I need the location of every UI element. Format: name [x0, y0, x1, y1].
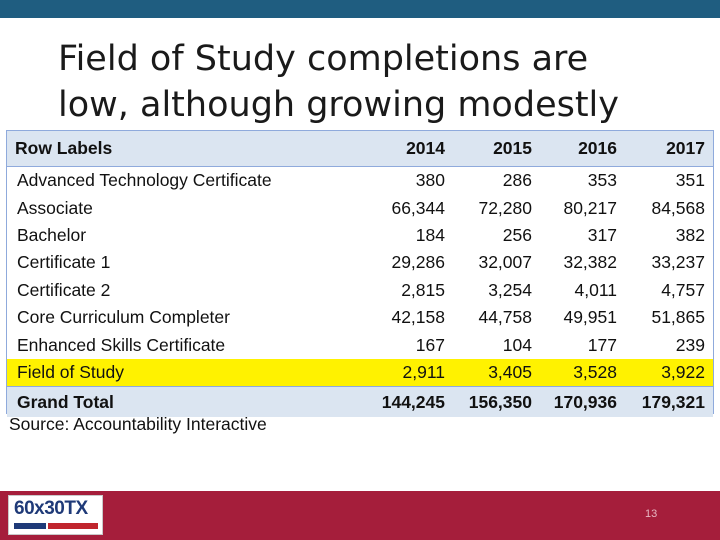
table-cell: 184	[415, 224, 445, 245]
row-label: Core Curriculum Completer	[17, 307, 230, 328]
table-row: Core Curriculum Completer 42,158 44,758 …	[7, 304, 713, 331]
table-cell: 32,382	[563, 252, 617, 273]
logo-stripe-red	[48, 523, 98, 529]
table-row: Certificate 2 2,815 3,254 4,011 4,757	[7, 277, 713, 304]
column-header: 2016	[540, 131, 625, 167]
table-cell: 167	[415, 334, 445, 355]
table-cell: 84,568	[651, 197, 705, 218]
table-cell: 3,405	[453, 358, 540, 387]
table-cell: 32,007	[478, 252, 532, 273]
table-cell: 3,254	[488, 279, 532, 300]
table-cell: 256	[502, 224, 532, 245]
column-header: 2014	[363, 131, 453, 167]
table-cell: 351	[675, 170, 705, 191]
table-cell: 66,344	[391, 197, 445, 218]
column-header: 2017	[625, 131, 713, 167]
table-cell: 380	[415, 170, 445, 191]
table-cell: 29,286	[391, 252, 445, 273]
footer-bar	[0, 491, 720, 540]
table-cell: 2,815	[401, 279, 445, 300]
table-cell: 317	[587, 224, 617, 245]
row-label: Certificate 2	[17, 279, 111, 300]
table-cell: 72,280	[478, 197, 532, 218]
table-row: Bachelor 184 256 317 382	[7, 222, 713, 249]
row-label: Advanced Technology Certificate	[17, 170, 272, 191]
source-note: Source: Accountability Interactive	[9, 414, 267, 434]
table-row: Advanced Technology Certificate 380 286 …	[7, 167, 713, 195]
table-cell: 3,528	[540, 358, 625, 387]
table-cell: 2,911	[363, 358, 453, 387]
table-cell: 33,237	[651, 252, 705, 273]
slide-title: Field of Study completions are low, alth…	[58, 36, 698, 128]
table-cell: 42,158	[391, 307, 445, 328]
top-accent-bar	[0, 0, 720, 18]
column-header: 2015	[453, 131, 540, 167]
table-row: Enhanced Skills Certificate 167 104 177 …	[7, 331, 713, 358]
column-header: Row Labels	[7, 131, 363, 167]
table-cell: 4,757	[661, 279, 705, 300]
table-cell: 80,217	[563, 197, 617, 218]
table-cell: 170,936	[540, 386, 625, 418]
row-label: Grand Total	[7, 386, 363, 418]
row-label: Certificate 1	[17, 252, 111, 273]
table-header-row: Row Labels 2014 2015 2016 2017	[7, 131, 713, 167]
table-cell: 144,245	[363, 386, 453, 418]
page-number: 13	[645, 508, 658, 520]
row-label: Associate	[17, 197, 93, 218]
logo-stripe-blue	[14, 523, 46, 529]
table-cell: 49,951	[563, 307, 617, 328]
logo-text: 60x30TX	[14, 498, 88, 519]
table-cell: 353	[587, 170, 617, 191]
table-cell: 3,922	[625, 358, 713, 387]
table-cell: 239	[675, 334, 705, 355]
table-row-highlighted: Field of Study 2,911 3,405 3,528 3,922	[7, 358, 713, 387]
slide-title-line-1: Field of Study completions are	[58, 39, 589, 79]
pivot-table: Row Labels 2014 2015 2016 2017 Advanced …	[6, 130, 714, 418]
table-row: Associate 66,344 72,280 80,217 84,568	[7, 194, 713, 221]
table-cell: 44,758	[478, 307, 532, 328]
table-cell: 4,011	[574, 279, 618, 300]
table-cell: 156,350	[453, 386, 540, 418]
table-cell: 179,321	[625, 386, 713, 418]
table-cell: 286	[502, 170, 532, 191]
table-row: Certificate 1 29,286 32,007 32,382 33,23…	[7, 249, 713, 276]
slide-title-line-2: low, although growing modestly	[58, 85, 619, 125]
row-label: Bachelor	[17, 224, 87, 245]
table-cell: 177	[587, 334, 617, 355]
row-label: Enhanced Skills Certificate	[17, 334, 226, 355]
row-label: Field of Study	[7, 358, 363, 387]
table-cell: 51,865	[651, 307, 705, 328]
grand-total-row: Grand Total 144,245 156,350 170,936 179,…	[7, 386, 713, 418]
logo: 60x30TX	[8, 495, 103, 535]
table-cell: 104	[502, 334, 532, 355]
table-cell: 382	[675, 224, 705, 245]
